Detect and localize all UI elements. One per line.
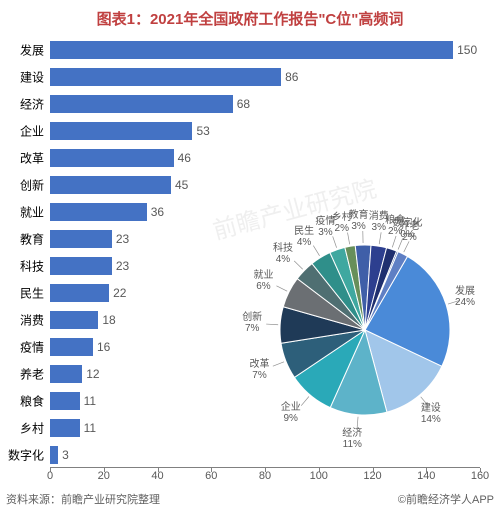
pie-label: 就业6% bbox=[253, 270, 273, 292]
pie-label: 养老2% bbox=[400, 221, 420, 243]
pie-label: 民生4% bbox=[294, 226, 314, 248]
pie-leader bbox=[348, 233, 350, 245]
pie-leader bbox=[333, 236, 337, 247]
pie-label: 经济11% bbox=[342, 428, 362, 450]
pie-label: 企业9% bbox=[281, 402, 301, 424]
chart-container: 图表1：2021年全国政府工作报告"C位"高频词 发展建设经济企业改革创新就业教… bbox=[0, 0, 500, 513]
pie-leader bbox=[313, 246, 319, 256]
pie-leader bbox=[273, 362, 284, 366]
pie-label: 科技4% bbox=[273, 243, 293, 265]
pie-label: 教育3% bbox=[349, 210, 369, 232]
pie-leader bbox=[294, 261, 303, 269]
pie-leader bbox=[301, 397, 309, 406]
pie-leader bbox=[379, 232, 381, 244]
pie-label: 创新7% bbox=[242, 312, 262, 334]
pie-label: 发展24% bbox=[455, 286, 475, 308]
pie-chart bbox=[0, 0, 500, 513]
pie-leader bbox=[276, 286, 287, 291]
pie-leader bbox=[266, 324, 278, 325]
pie-label: 改革7% bbox=[250, 359, 270, 381]
pie-label: 建设14% bbox=[421, 403, 441, 425]
